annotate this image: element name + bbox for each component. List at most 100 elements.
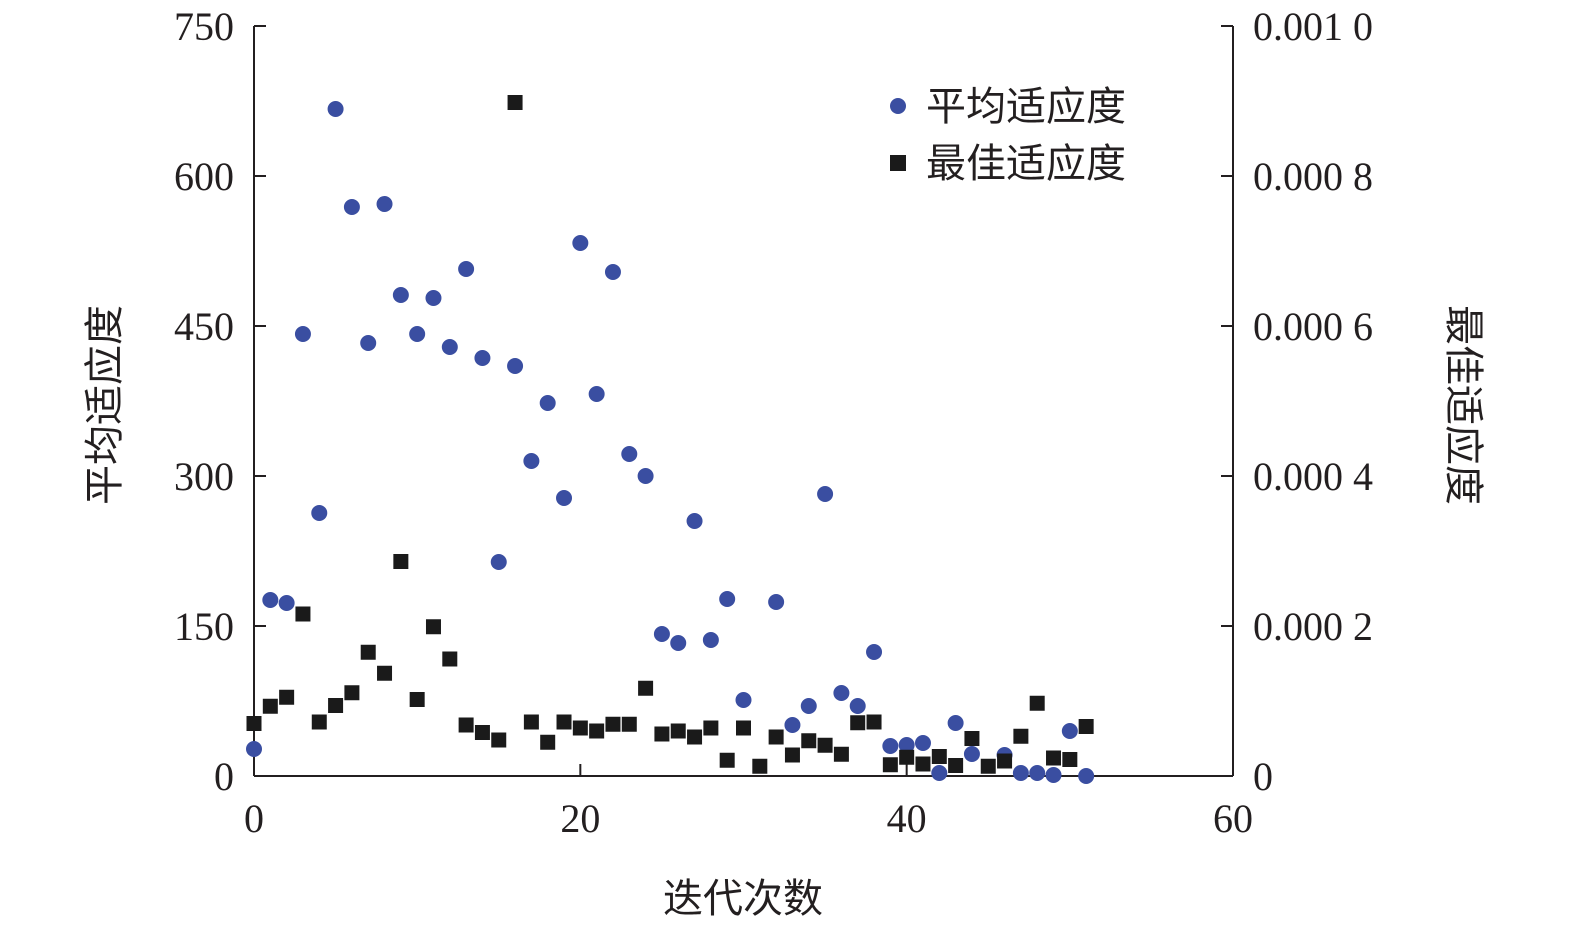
best-fitness-point (360, 644, 376, 660)
best-fitness-point (572, 720, 588, 736)
best-fitness-point (899, 749, 915, 765)
data-points (246, 95, 1095, 784)
avg-fitness-point (947, 715, 964, 731)
best-fitness-point (768, 729, 784, 745)
avg-fitness-point (311, 505, 328, 521)
x-tick-label: 40 (887, 796, 927, 841)
y-right-tick-label: 0.000 4 (1253, 454, 1373, 499)
best-fitness-point (654, 726, 670, 742)
best-fitness-point (817, 737, 833, 753)
best-fitness-point (833, 746, 849, 762)
avg-fitness-point (246, 741, 262, 757)
avg-fitness-point (360, 335, 377, 351)
y-left-tick-label: 600 (174, 154, 234, 199)
best-fitness-point (589, 723, 605, 739)
avg-fitness-point (556, 490, 573, 506)
avg-fitness-point (327, 101, 344, 117)
y-left-tick-label: 450 (174, 304, 234, 349)
avg-fitness-point (621, 446, 638, 462)
avg-fitness-point (963, 746, 980, 762)
best-fitness-point (784, 747, 800, 763)
legend-label-avg: 平均适应度 (926, 84, 1126, 130)
best-fitness-point (344, 685, 360, 701)
best-fitness-point (948, 758, 964, 773)
x-tick-label: 0 (244, 796, 264, 841)
best-fitness-point (621, 716, 637, 732)
avg-fitness-point (719, 591, 736, 607)
avg-fitness-point (1045, 767, 1062, 783)
axes (253, 26, 1234, 777)
legend-marker-best (890, 155, 906, 171)
best-fitness-point (393, 554, 409, 569)
best-fitness-point (556, 714, 572, 730)
y-left-tick-label: 300 (174, 454, 234, 499)
x-tick-label: 60 (1213, 796, 1253, 841)
best-fitness-point (915, 756, 931, 772)
avg-fitness-point (735, 692, 752, 708)
avg-fitness-point (523, 453, 540, 469)
avg-fitness-point (278, 595, 295, 611)
avg-fitness-point (702, 632, 719, 648)
avg-fitness-point (833, 685, 850, 701)
avg-fitness-point (931, 765, 948, 781)
best-fitness-point (311, 714, 327, 730)
avg-fitness-point (392, 287, 409, 303)
y-right-tick-label: 0.000 6 (1253, 304, 1373, 349)
avg-fitness-point (507, 358, 524, 374)
best-fitness-point (850, 715, 866, 731)
best-fitness-point (491, 732, 507, 748)
best-fitness-point (736, 720, 751, 736)
best-fitness-point (670, 723, 686, 739)
avg-fitness-point (294, 326, 311, 342)
avg-fitness-point (670, 635, 687, 651)
best-fitness-point (409, 692, 425, 707)
avg-fitness-point (800, 698, 817, 714)
avg-fitness-point (1029, 765, 1046, 781)
legend: 平均适应度 最佳适应度 (890, 84, 1126, 187)
avg-fitness-point (604, 264, 621, 280)
legend-marker-avg (890, 98, 906, 114)
y-right-tick-label: 0.001 0 (1253, 4, 1373, 49)
avg-fitness-point (474, 350, 491, 366)
avg-fitness-point (343, 199, 360, 215)
avg-fitness-point (262, 592, 279, 608)
best-fitness-point (523, 714, 539, 730)
best-fitness-point (931, 749, 947, 764)
y-axis-left-title: 平均适应度 (82, 305, 128, 505)
best-fitness-point (328, 698, 344, 713)
avg-fitness-point (588, 386, 605, 402)
best-fitness-point (442, 651, 458, 667)
avg-fitness-point (898, 737, 915, 753)
avg-fitness-point (914, 735, 931, 751)
avg-fitness-point (425, 290, 442, 306)
best-fitness-point (377, 665, 393, 681)
best-fitness-point (425, 619, 441, 635)
best-fitness-point (262, 698, 278, 714)
y-axis-right-title: 最佳适应度 (1440, 305, 1486, 505)
best-fitness-point (638, 680, 654, 696)
x-axis-title: 迭代次数 (663, 876, 823, 922)
avg-fitness-point (784, 717, 801, 733)
y-right-tick-label: 0.000 8 (1253, 154, 1373, 199)
avg-fitness-point (1078, 768, 1095, 784)
avg-fitness-point (686, 513, 703, 529)
best-fitness-point (687, 729, 703, 745)
avg-fitness-point (1012, 765, 1029, 781)
best-fitness-point (279, 689, 295, 705)
best-fitness-point (801, 733, 817, 749)
best-fitness-point (605, 716, 621, 732)
avg-fitness-point (376, 196, 393, 212)
best-fitness-point (1046, 750, 1062, 766)
avg-fitness-point (539, 395, 556, 411)
avg-fitness-point (441, 339, 458, 355)
avg-fitness-point (1061, 723, 1078, 739)
y-right-tick-label: 0 (1253, 754, 1273, 799)
best-fitness-point (474, 725, 490, 740)
best-fitness-point (540, 734, 556, 750)
best-fitness-point (866, 714, 882, 730)
best-fitness-point (507, 95, 523, 110)
y-left-tick-label: 150 (174, 604, 234, 649)
avg-fitness-point (653, 626, 670, 642)
best-fitness-point (1062, 752, 1078, 767)
